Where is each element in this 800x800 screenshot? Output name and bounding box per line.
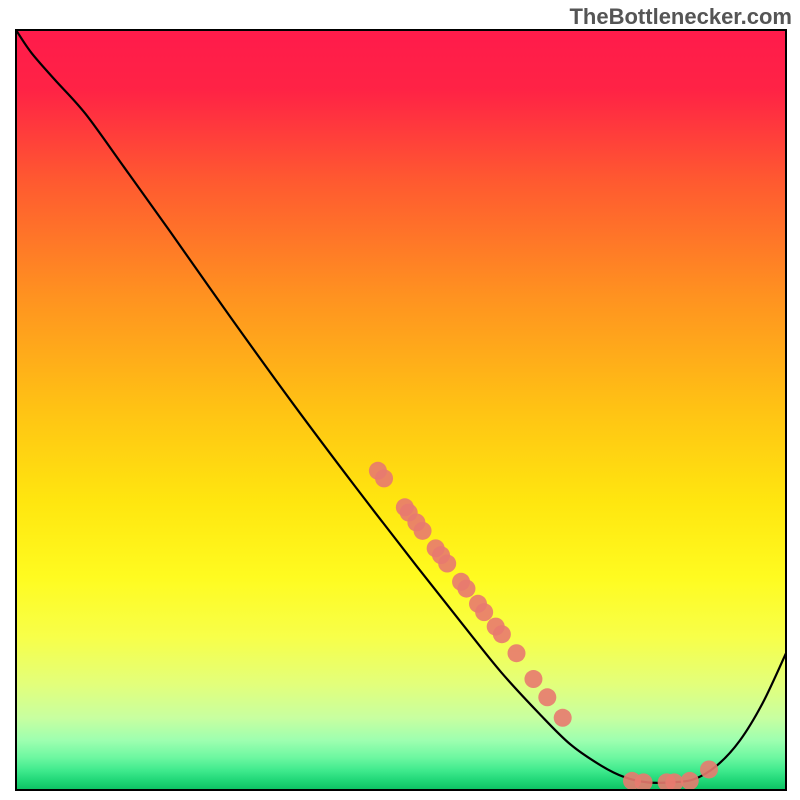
data-marker	[375, 469, 393, 487]
data-marker	[475, 603, 493, 621]
plot-area	[16, 30, 786, 791]
data-marker	[681, 772, 699, 790]
chart-root: TheBottlenecker.com	[0, 0, 800, 800]
data-marker	[438, 555, 456, 573]
data-marker	[554, 709, 572, 727]
data-marker	[635, 773, 653, 791]
data-marker	[457, 580, 475, 598]
data-marker	[493, 625, 511, 643]
data-marker	[524, 670, 542, 688]
data-marker	[700, 760, 718, 778]
data-marker	[665, 773, 683, 791]
bottleneck-chart	[0, 0, 800, 800]
data-marker	[538, 688, 556, 706]
data-marker	[508, 644, 526, 662]
data-marker	[414, 522, 432, 540]
gradient-background	[16, 30, 786, 790]
watermark-text: TheBottlenecker.com	[569, 4, 792, 30]
